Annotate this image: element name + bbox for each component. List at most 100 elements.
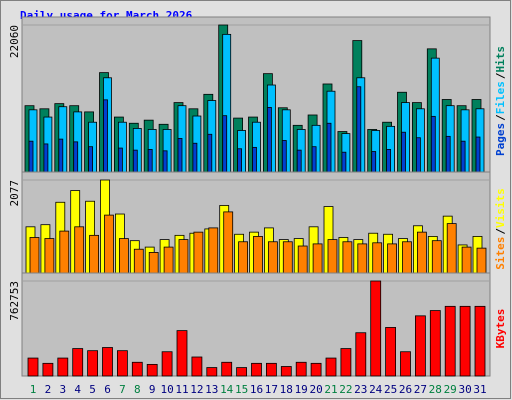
x-tick-label: 3 (59, 383, 66, 396)
bar (207, 133, 213, 178)
bar (266, 107, 272, 178)
bar (206, 367, 218, 377)
bar (87, 350, 98, 377)
x-tick-label: 28 (429, 383, 442, 396)
bar (176, 330, 188, 377)
legend-entry: Hits (494, 46, 507, 73)
legend: KBytes (494, 309, 507, 349)
bar (221, 361, 233, 377)
bar (131, 361, 143, 377)
legend: Pages/Files/Hits (494, 46, 507, 156)
x-tick-label: 6 (104, 383, 111, 396)
x-tick-label: 15 (235, 383, 248, 396)
bar (177, 138, 183, 178)
x-tick-label: 21 (324, 383, 337, 396)
bar (178, 239, 189, 279)
x-tick-label: 27 (414, 383, 427, 396)
bar (103, 99, 108, 178)
bar (280, 366, 292, 377)
x-tick-label: 22 (339, 383, 352, 396)
legend-separator: / (494, 72, 507, 79)
x-tick-label: 16 (250, 383, 263, 396)
bar (236, 367, 248, 377)
x-tick-label: 14 (220, 383, 234, 396)
bar (356, 86, 362, 178)
legend-entry: Files (494, 81, 507, 114)
x-tick-label: 10 (160, 383, 173, 396)
bar (416, 231, 427, 279)
legend-separator: / (494, 228, 507, 235)
x-tick-label: 12 (190, 383, 203, 396)
bar (44, 238, 55, 279)
bar (446, 223, 457, 279)
bar (385, 327, 397, 377)
bar (58, 138, 64, 178)
bar (253, 236, 263, 279)
x-tick-label: 4 (74, 383, 81, 396)
x-tick-label: 29 (444, 383, 457, 396)
x-tick-label: 17 (265, 383, 278, 396)
bar (327, 239, 338, 279)
bar (251, 362, 262, 377)
x-tick-label: 7 (119, 383, 126, 396)
bar (429, 310, 441, 377)
bar (415, 137, 421, 178)
x-tick-label: 23 (354, 383, 367, 396)
bar (208, 227, 219, 279)
legend-entry: Visits (494, 188, 507, 228)
y-tick-label: 22060 (8, 25, 21, 58)
bar (431, 240, 442, 279)
bar (265, 362, 277, 377)
bar (401, 131, 406, 178)
bar (325, 357, 337, 377)
bar (414, 315, 426, 377)
x-tick-label: 2 (45, 383, 52, 396)
legend: Sites /Visits (494, 188, 507, 270)
bar (29, 237, 40, 279)
bar (459, 305, 471, 377)
bar (42, 362, 54, 377)
bar (72, 348, 84, 377)
bar (444, 305, 456, 377)
legend-entry: Pages (494, 123, 507, 156)
bar (119, 238, 129, 279)
x-tick-label: 18 (280, 383, 293, 396)
bar (74, 226, 85, 279)
bar (474, 305, 486, 377)
bar (295, 361, 307, 377)
bar (89, 234, 99, 279)
bar (310, 362, 322, 377)
bar (117, 350, 128, 377)
x-tick-label: 1 (30, 383, 37, 396)
bar (400, 351, 411, 377)
bar (222, 115, 228, 178)
bar (161, 351, 173, 377)
x-tick-label: 31 (473, 383, 486, 396)
y-tick-label: 762753 (8, 281, 21, 321)
bar (104, 214, 114, 279)
bar (102, 347, 113, 377)
x-tick-label: 20 (309, 383, 322, 396)
bar (146, 363, 158, 377)
x-tick-label: 11 (175, 383, 188, 396)
legend-separator: / (494, 114, 507, 121)
bar (223, 211, 234, 279)
bar (475, 136, 481, 178)
x-tick-label: 30 (458, 383, 471, 396)
bar (445, 135, 451, 178)
bar (430, 115, 436, 178)
y-tick-label: 2077 (8, 180, 21, 207)
bar (191, 356, 203, 377)
plot-area (21, 272, 491, 377)
x-tick-label: 25 (384, 383, 397, 396)
bar (370, 280, 382, 377)
x-tick-label: 9 (149, 383, 156, 396)
x-tick-label: 5 (89, 383, 96, 396)
x-tick-label: 19 (295, 383, 308, 396)
x-tick-label: 24 (369, 383, 383, 396)
bar (193, 231, 204, 279)
bar (355, 332, 367, 377)
